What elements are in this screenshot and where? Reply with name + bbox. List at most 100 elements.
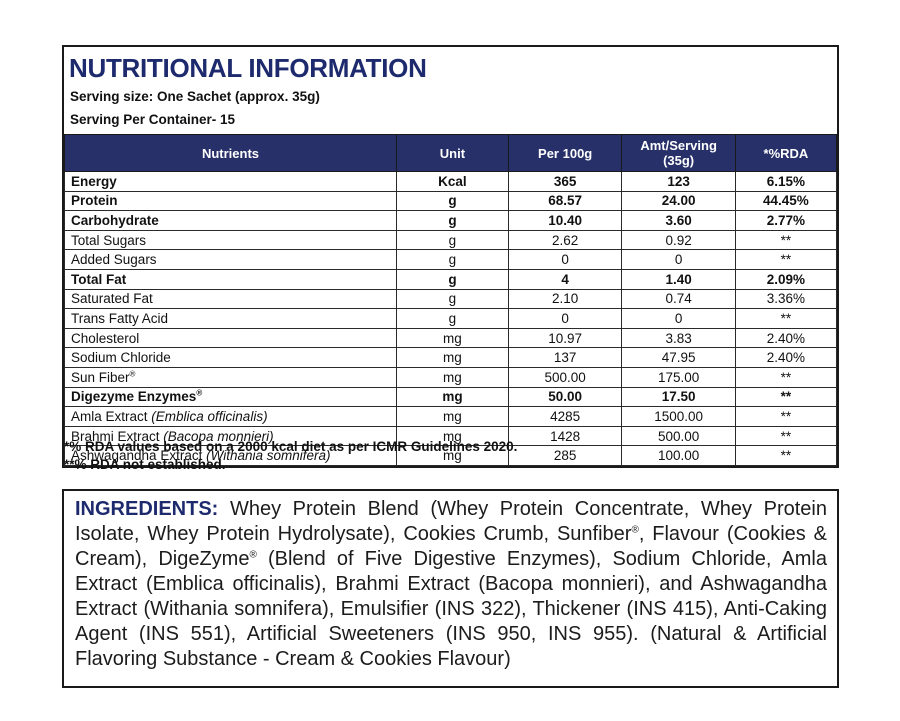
- cell-nutrient: Trans Fatty Acid: [64, 308, 397, 329]
- cell-rda: 44.45%: [734, 190, 838, 212]
- cell-unit: mg: [395, 406, 509, 427]
- cell-amt-serving: 0.74: [621, 288, 736, 310]
- cell-per-100g: 50.00: [507, 386, 623, 408]
- cell-per-100g: 500.00: [507, 366, 623, 388]
- column-header-unit: Unit: [395, 134, 509, 172]
- cell-rda: **: [734, 406, 838, 427]
- cell-rda: 2.40%: [734, 347, 838, 368]
- cell-amt-serving: 0.92: [621, 229, 736, 251]
- cell-rda: 2.40%: [734, 327, 838, 349]
- cell-rda: **: [734, 308, 838, 329]
- cell-rda: 3.36%: [734, 288, 838, 310]
- cell-amt-serving: 175.00: [621, 366, 736, 388]
- nutrition-panel: NUTRITIONAL INFORMATION Serving size: On…: [62, 45, 839, 468]
- cell-nutrient: Carbohydrate: [64, 210, 397, 231]
- footnote-rda-basis: *% RDA values based on a 2000 kcal diet …: [64, 439, 518, 454]
- cell-unit: g: [395, 229, 509, 251]
- cell-per-100g: 10.40: [507, 210, 623, 231]
- cell-per-100g: 285: [507, 445, 623, 466]
- cell-unit: mg: [395, 386, 509, 408]
- cell-amt-serving: 24.00: [621, 190, 736, 212]
- cell-rda: **: [734, 229, 838, 251]
- cell-amt-serving: 0: [621, 249, 736, 270]
- table-row: Protein g 68.57 24.00 44.45%: [64, 190, 838, 212]
- serving-per-container-line: Serving Per Container- 15: [70, 112, 236, 127]
- cell-rda: **: [734, 386, 838, 408]
- cell-unit: mg: [395, 347, 509, 368]
- table-row: Added Sugars g 0 0 **: [64, 249, 838, 270]
- cell-rda: 2.09%: [734, 268, 838, 290]
- cell-amt-serving: 1500.00: [621, 406, 736, 427]
- table-row: Trans Fatty Acid g 0 0 **: [64, 308, 838, 329]
- cell-amt-serving: 17.50: [621, 386, 736, 408]
- cell-nutrient: Total Fat: [64, 268, 397, 290]
- cell-nutrient: Protein: [64, 190, 397, 212]
- cell-nutrient: Sun Fiber®: [64, 366, 397, 388]
- column-header-per-100g: Per 100g: [507, 134, 623, 172]
- table-row: Total Sugars g 2.62 0.92 **: [64, 229, 838, 251]
- table-row: Saturated Fat g 2.10 0.74 3.36%: [64, 288, 838, 310]
- registered-mark: ®: [129, 369, 136, 379]
- cell-rda: **: [734, 445, 838, 466]
- table-row: Carbohydrate g 10.40 3.60 2.77%: [64, 210, 838, 231]
- cell-unit: g: [395, 268, 509, 290]
- cell-amt-serving: 3.60: [621, 210, 736, 231]
- cell-nutrient: Digezyme Enzymes®: [64, 386, 397, 408]
- table-row: Digezyme Enzymes® mg 50.00 17.50 **: [64, 386, 838, 408]
- cell-per-100g: 10.97: [507, 327, 623, 349]
- cell-unit: g: [395, 288, 509, 310]
- cell-amt-serving: 1.40: [621, 268, 736, 290]
- cell-unit: mg: [395, 366, 509, 388]
- table-row: Amla Extract (Emblica officinalis) mg 4285…: [64, 406, 838, 427]
- serving-size-line: Serving size: One Sachet (approx. 35g): [70, 89, 320, 104]
- cell-amt-serving: 500.00: [621, 425, 736, 447]
- table-row: Cholesterol mg 10.97 3.83 2.40%: [64, 327, 838, 349]
- ingredients-text: Whey Protein Blend (Whey Protein Concent…: [75, 498, 827, 670]
- cell-per-100g: 1428: [507, 425, 623, 447]
- cell-nutrient: Brahmi Extract (Bacopa monnieri): [64, 425, 397, 447]
- cell-per-100g: 2.62: [507, 229, 623, 251]
- cell-unit: g: [395, 210, 509, 231]
- cell-amt-serving: 47.95: [621, 347, 736, 368]
- cell-rda: 2.77%: [734, 210, 838, 231]
- table-row: Brahmi Extract (Bacopa monnieri) mg 1428 50…: [64, 425, 838, 447]
- cell-nutrient: Energy: [64, 171, 397, 192]
- ingredients-paragraph: INGREDIENTS: Whey Protein Blend (Whey Pr…: [64, 491, 837, 680]
- ingredients-segment: , Flavour (Cookies & Cream), DigeZyme: [75, 523, 828, 570]
- nutrition-table-body: Energy Kcal 365 123 6.15% Protein g 68.57 24.00 4…: [64, 171, 838, 466]
- registered-mark: ®: [249, 549, 257, 561]
- cell-rda: **: [734, 249, 838, 270]
- column-header-amt-serving: Amt/Serving (35g): [621, 134, 736, 172]
- ingredients-segment: Whey Protein Blend (Whey Protein Concent…: [75, 498, 827, 545]
- footnote-rda-not-established: **% RDA not established.: [64, 457, 226, 472]
- cell-per-100g: 0: [507, 308, 623, 329]
- cell-rda: **: [734, 425, 838, 447]
- cell-per-100g: 0: [507, 249, 623, 270]
- registered-mark: ®: [196, 388, 203, 398]
- cell-amt-serving: 3.83: [621, 327, 736, 349]
- cell-nutrient: Ashwagandha Extract (Withania somnifera): [64, 445, 397, 466]
- cell-nutrient: Total Sugars: [64, 229, 397, 251]
- cell-nutrient: Amla Extract (Emblica officinalis): [64, 406, 397, 427]
- cell-unit: Kcal: [395, 171, 509, 192]
- table-row: Energy Kcal 365 123 6.15%: [64, 171, 838, 192]
- cell-amt-serving: 100.00: [621, 445, 736, 466]
- column-header-rda: *%RDA: [734, 134, 838, 172]
- cell-unit: g: [395, 249, 509, 270]
- cell-per-100g: 68.57: [507, 190, 623, 212]
- cell-unit: mg: [395, 327, 509, 349]
- cell-nutrient: Cholesterol: [64, 327, 397, 349]
- table-row: Total Fat g 4 1.40 2.09%: [64, 268, 838, 290]
- nutrition-table-header: Nutrients Unit Per 100g Amt/Serving (35g…: [64, 134, 838, 172]
- latin-name: (Emblica officinalis): [151, 408, 268, 424]
- latin-name: (Bacopa monnieri): [163, 428, 274, 444]
- cell-per-100g: 4: [507, 268, 623, 290]
- table-row: Ashwagandha Extract (Withania somnifera)…: [64, 445, 838, 466]
- cell-nutrient: Saturated Fat: [64, 288, 397, 310]
- ingredients-panel: INGREDIENTS: Whey Protein Blend (Whey Pr…: [62, 489, 839, 688]
- ingredients-segment: (Blend of Five Digestive Enzymes), Sodiu…: [75, 548, 827, 670]
- cell-per-100g: 4285: [507, 406, 623, 427]
- cell-nutrient: Sodium Chloride: [64, 347, 397, 368]
- cell-unit: g: [395, 190, 509, 212]
- cell-unit: g: [395, 308, 509, 329]
